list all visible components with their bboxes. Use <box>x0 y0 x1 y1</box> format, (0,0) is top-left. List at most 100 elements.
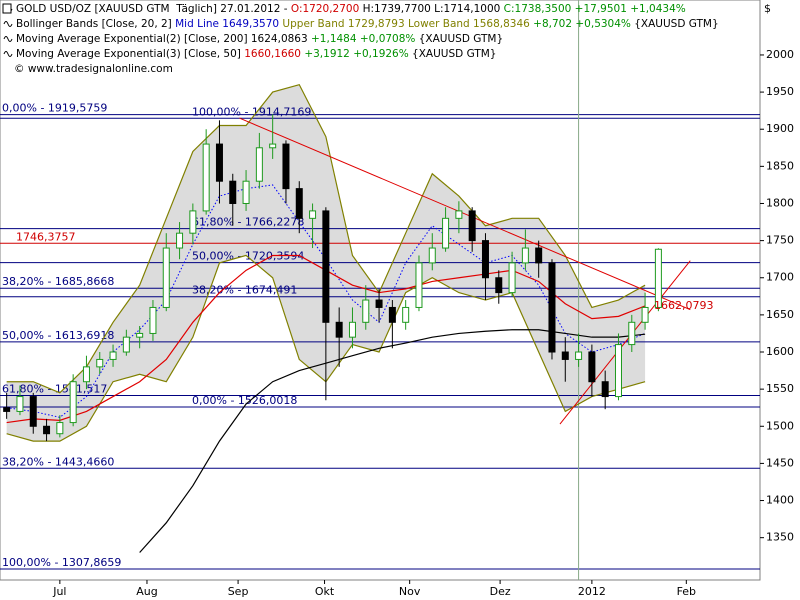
candle-body <box>215 143 223 182</box>
header-line: © www.tradesignalonline.com <box>14 63 173 75</box>
trend-line <box>239 117 691 311</box>
indicator-upper <box>6 83 646 394</box>
candle-body <box>388 306 396 323</box>
candle-body <box>575 351 583 360</box>
y-tick-label: 1550 <box>766 382 794 395</box>
level-label: 1746,3757 <box>16 230 76 243</box>
y-tick-label: 2000 <box>766 48 794 61</box>
currency-label: $ <box>764 2 771 15</box>
candle-body <box>82 366 90 383</box>
candle-body <box>149 306 157 334</box>
candle-body <box>468 210 476 242</box>
header: GOLD USD/OZ [XAUUSD GTM Täglich] 27.01.2… <box>2 3 719 75</box>
level-label: 38,20% - 1685,8668 <box>2 275 114 288</box>
candle-body <box>309 210 317 219</box>
candle-body <box>176 232 184 249</box>
candle-body <box>535 247 543 264</box>
candle-body <box>455 210 463 219</box>
y-tick-label: 1500 <box>766 419 794 432</box>
candle-body <box>628 321 636 346</box>
candle-body <box>255 147 263 182</box>
x-tick-label: Sep <box>228 585 249 598</box>
header-text: Bollinger Bands [Close, 20, 2] <box>16 18 175 30</box>
x-tick-label: Aug <box>136 585 157 598</box>
y-tick-label: 1450 <box>766 456 794 469</box>
y-tick-label: 1900 <box>766 122 794 135</box>
x-tick-label: Okt <box>315 585 335 598</box>
header-text: {XAUUSD GTM} <box>415 33 503 45</box>
candle-body <box>122 336 130 353</box>
header-text: C:1738,3500 +17,9501 +1,0434% <box>504 3 686 15</box>
header-text: Upper Band 1729,8793 Lower Band 1568,834… <box>279 18 530 30</box>
candle-body <box>202 143 210 212</box>
x-tick-label: Jul <box>52 585 66 598</box>
header-text: 1660,1660 <box>244 48 301 60</box>
candle-body <box>56 422 64 435</box>
indicator-icon <box>3 51 13 57</box>
candle-body <box>508 262 516 294</box>
candle-body <box>641 306 649 323</box>
header-text: {XAUUSD GTM} <box>409 48 497 60</box>
candle-body <box>16 396 24 412</box>
candle-body <box>481 240 489 279</box>
candle-body <box>43 425 51 435</box>
candle-body <box>614 344 622 398</box>
candle-body <box>362 299 370 323</box>
candle-body <box>428 247 436 264</box>
level-label: 0,00% - 1526,0018 <box>192 394 297 407</box>
level-label: 61,80% - 1766,2278 <box>192 216 304 229</box>
candle-body <box>29 396 37 427</box>
y-tick-label: 1350 <box>766 531 794 544</box>
candle-body <box>295 188 303 219</box>
header-line: GOLD USD/OZ [XAUUSD GTM Täglich] 27.01.2… <box>16 3 686 15</box>
header-text: Moving Average Exponential(2) [Close, 20… <box>16 33 311 45</box>
header-line: Bollinger Bands [Close, 20, 2] Mid Line … <box>16 18 719 30</box>
header-icon <box>2 3 12 14</box>
level-label: 50,00% - 1720,3594 <box>192 250 304 263</box>
candle-body <box>109 351 117 360</box>
candle-body <box>69 381 77 424</box>
header-line: Moving Average Exponential(2) [Close, 20… <box>16 33 503 45</box>
level-label: 100,00% - 1914,7169 <box>192 105 311 118</box>
y-tick-label: 1400 <box>766 494 794 507</box>
header-text: Mid Line 1649,3570 <box>175 18 279 30</box>
price-label: 1662,0793 <box>654 299 714 312</box>
header-text: +8,702 +0,5304% <box>530 18 631 30</box>
y-tick-label: 1750 <box>766 234 794 247</box>
indicator-icon <box>3 36 13 42</box>
candle-body <box>136 332 144 338</box>
candle-body <box>242 180 250 204</box>
y-tick-label: 1650 <box>766 308 794 321</box>
level-label: 38,20% - 1443,4660 <box>2 455 114 468</box>
level-label: 0,00% - 1919,5759 <box>2 102 107 115</box>
y-tick-label: 1850 <box>766 159 794 172</box>
candle-body <box>162 247 170 308</box>
x-tick-label: Feb <box>677 585 696 598</box>
level-label: 50,00% - 1613,6918 <box>2 329 114 342</box>
candle-body <box>654 248 662 308</box>
header-text: GOLD USD/OZ [XAUUSD GTM Täglich] 27.01.2… <box>16 3 291 15</box>
candle-body <box>322 210 330 323</box>
header-text: Moving Average Exponential(3) [Close, 50… <box>16 48 244 60</box>
x-tick-label: Nov <box>399 585 421 598</box>
candle-body <box>3 407 11 412</box>
candle-body <box>335 321 343 338</box>
candle-body <box>402 306 410 323</box>
candle-body <box>442 217 450 249</box>
candle-body <box>229 180 237 204</box>
candle-body <box>548 262 556 353</box>
x-tick-label: 2012 <box>578 585 606 598</box>
candle-body <box>348 321 356 338</box>
header-text: +1,1484 +0,0708% <box>311 33 415 45</box>
y-tick-label: 1700 <box>766 271 794 284</box>
header-text: H:1739,7700 L:1714,1000 <box>359 3 503 15</box>
header-line: Moving Average Exponential(3) [Close, 50… <box>16 48 497 60</box>
candle-body <box>588 351 596 383</box>
candle-body <box>561 351 569 360</box>
candle-body <box>189 210 197 234</box>
header-text: O:1720,2700 <box>291 3 359 15</box>
candle-body <box>415 262 423 308</box>
level-label: 100,00% - 1307,8659 <box>2 556 121 569</box>
candle-body <box>282 143 290 190</box>
